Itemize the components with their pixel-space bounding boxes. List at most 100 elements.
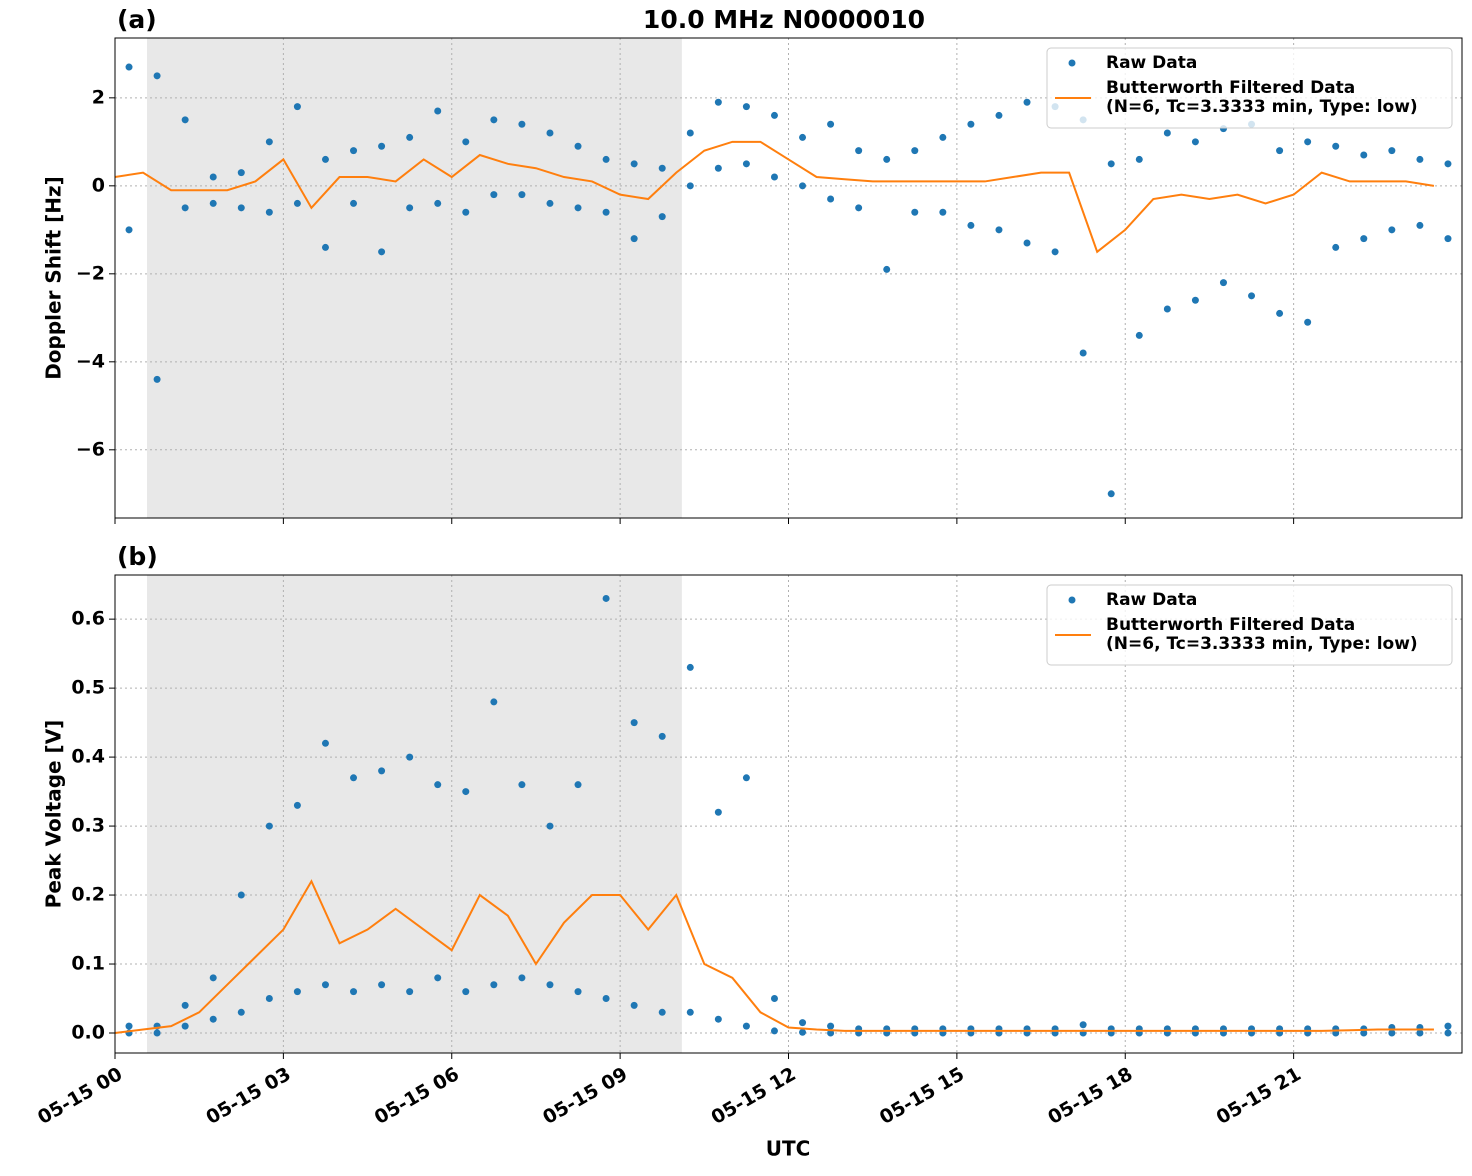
raw-point	[742, 160, 750, 168]
raw-point	[1444, 1022, 1452, 1030]
raw-point	[1276, 309, 1284, 317]
raw-point	[1360, 151, 1368, 159]
raw-point	[658, 732, 666, 740]
raw-point	[462, 788, 470, 796]
raw-point	[1163, 305, 1171, 313]
raw-point	[799, 133, 807, 141]
raw-point	[1444, 160, 1452, 168]
y-tick-label: 0.1	[71, 953, 105, 975]
raw-point	[153, 72, 161, 80]
raw-point	[574, 988, 582, 996]
raw-point	[1360, 235, 1368, 243]
raw-point	[518, 191, 526, 199]
raw-point	[1191, 138, 1199, 146]
raw-point	[181, 1022, 189, 1030]
raw-point	[1304, 318, 1312, 326]
raw-point	[434, 199, 442, 207]
raw-point	[293, 199, 301, 207]
y-tick-label: −6	[76, 438, 105, 460]
raw-point	[321, 981, 329, 989]
filtered-line	[114, 879, 1434, 1034]
raw-point	[265, 995, 273, 1003]
raw-point	[827, 1022, 835, 1030]
raw-point	[1107, 490, 1115, 498]
y-tick-label: 0.6	[71, 608, 105, 630]
raw-point	[742, 103, 750, 111]
raw-point	[350, 199, 358, 207]
raw-point	[770, 1027, 778, 1035]
raw-point	[350, 774, 358, 782]
raw-point	[658, 164, 666, 172]
raw-point	[1388, 1029, 1396, 1037]
raw-point	[462, 138, 470, 146]
raw-point	[574, 781, 582, 789]
raw-point	[883, 155, 891, 163]
raw-point	[237, 204, 245, 212]
raw-point	[1219, 279, 1227, 287]
raw-point	[911, 147, 919, 155]
raw-point	[1332, 243, 1340, 251]
raw-point	[125, 63, 133, 71]
raw-point	[378, 981, 386, 989]
raw-point	[799, 182, 807, 190]
raw-point	[1191, 296, 1199, 304]
raw-point	[855, 147, 863, 155]
y-tick-label: 0.5	[71, 677, 105, 699]
raw-point	[209, 974, 217, 982]
raw-point	[181, 1001, 189, 1009]
raw-point	[574, 204, 582, 212]
raw-point	[770, 173, 778, 181]
raw-point	[293, 103, 301, 111]
raw-point	[125, 226, 133, 234]
x-tick-label: 05-15 09	[539, 1063, 631, 1129]
raw-point	[855, 204, 863, 212]
legend-label: Butterworth Filtered Data	[1106, 615, 1355, 635]
raw-point	[1416, 221, 1424, 229]
raw-point	[518, 781, 526, 789]
raw-point	[153, 375, 161, 383]
raw-point	[406, 753, 414, 761]
raw-point	[434, 107, 442, 115]
x-tick-label: 05-15 03	[202, 1063, 294, 1129]
raw-point	[321, 739, 329, 747]
plot-frame	[114, 574, 1463, 1054]
raw-point	[1107, 160, 1115, 168]
raw-point	[686, 129, 694, 137]
raw-point	[799, 1028, 807, 1036]
panel-label: (b)	[117, 542, 158, 571]
raw-point	[490, 981, 498, 989]
raw-point	[714, 1015, 722, 1023]
raw-point	[293, 988, 301, 996]
raw-point	[237, 1008, 245, 1016]
raw-point	[406, 988, 414, 996]
x-tick-label: 05-15 21	[1213, 1063, 1305, 1129]
raw-point	[321, 155, 329, 163]
shaded-region	[146, 38, 682, 518]
raw-point	[1163, 129, 1171, 137]
raw-point	[602, 995, 610, 1003]
raw-point	[462, 208, 470, 216]
raw-point	[546, 981, 554, 989]
y-tick-label: −2	[76, 262, 105, 284]
y-tick-label: 0.0	[71, 1021, 105, 1043]
raw-point	[378, 767, 386, 775]
raw-point	[630, 235, 638, 243]
raw-point	[237, 169, 245, 177]
raw-point	[714, 98, 722, 106]
x-tick-label: 05-15 15	[876, 1063, 968, 1129]
raw-point	[462, 988, 470, 996]
raw-point	[265, 208, 273, 216]
raw-point	[1416, 1029, 1424, 1037]
raw-point	[602, 208, 610, 216]
raw-point	[714, 808, 722, 816]
raw-point	[490, 116, 498, 124]
raw-point	[1248, 292, 1256, 300]
y-tick-label: −4	[76, 350, 105, 372]
legend-label: Butterworth Filtered Data	[1106, 78, 1355, 98]
raw-point	[714, 164, 722, 172]
raw-point	[742, 774, 750, 782]
raw-point	[883, 265, 891, 273]
raw-point	[967, 120, 975, 128]
raw-point	[1444, 1029, 1452, 1037]
